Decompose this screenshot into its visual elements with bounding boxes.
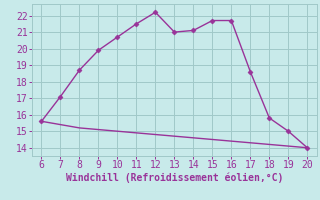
X-axis label: Windchill (Refroidissement éolien,°C): Windchill (Refroidissement éolien,°C) bbox=[66, 173, 283, 183]
